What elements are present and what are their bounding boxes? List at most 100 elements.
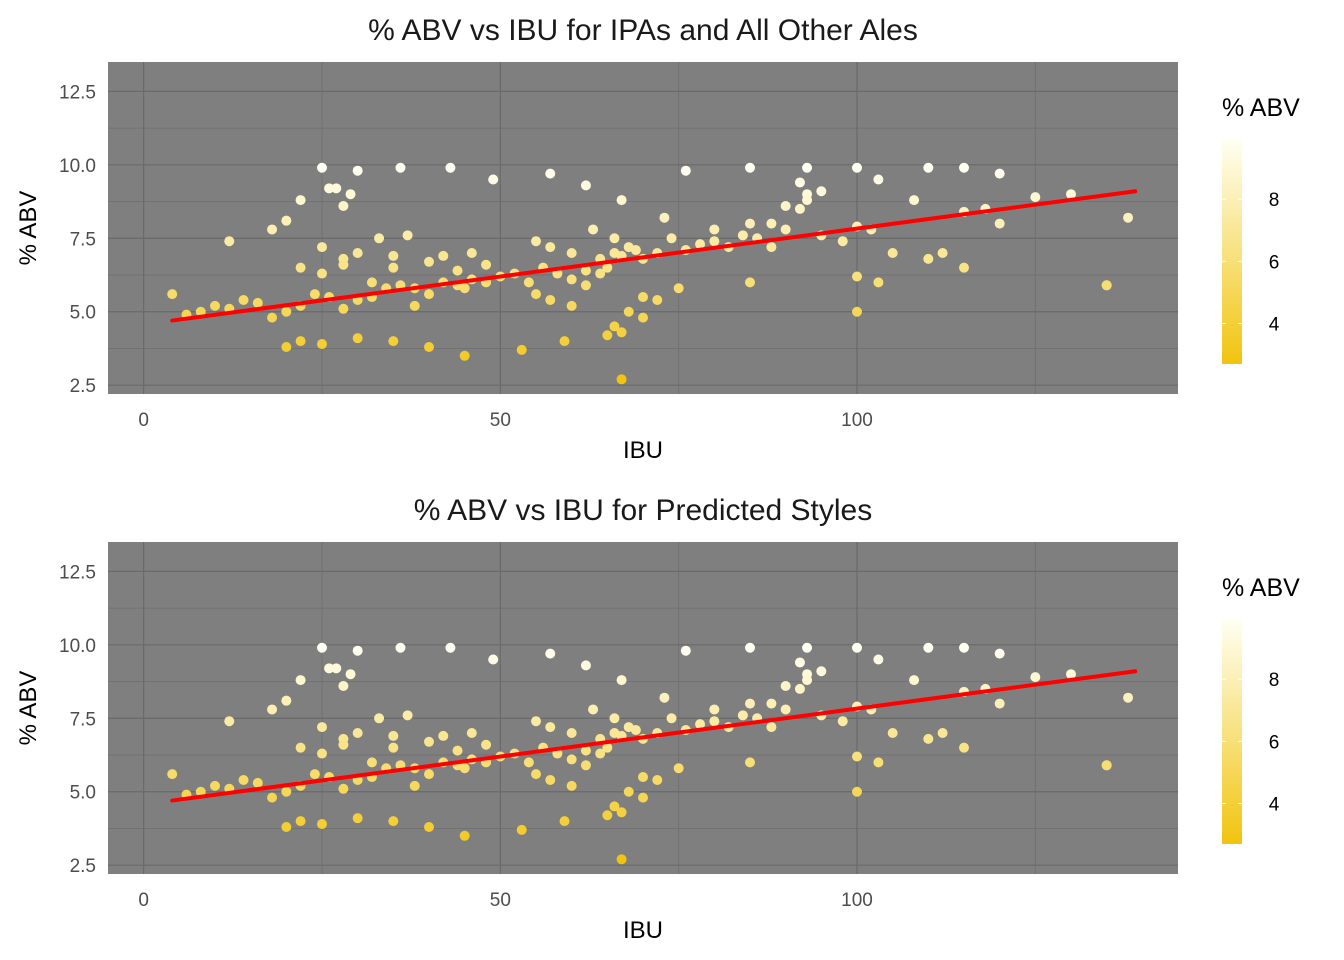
data-point	[802, 195, 813, 206]
data-point	[602, 330, 613, 341]
data-point	[580, 280, 591, 291]
data-point	[566, 727, 577, 738]
data-point	[695, 719, 706, 730]
data-point	[523, 757, 534, 768]
data-point	[766, 218, 777, 229]
y-tick-label: 12.5	[59, 82, 96, 103]
data-point	[545, 294, 556, 305]
data-point	[267, 704, 278, 715]
data-point	[1030, 192, 1041, 203]
data-point	[331, 663, 342, 674]
x-axis-title: IBU	[623, 437, 663, 464]
data-point	[816, 186, 827, 197]
data-point	[352, 727, 363, 738]
data-point	[566, 754, 577, 765]
data-point	[609, 233, 620, 244]
x-tick-label: 0	[138, 410, 149, 431]
legend-tick-label: 4	[1269, 795, 1280, 816]
y-tick-label: 12.5	[59, 562, 96, 583]
data-point	[488, 174, 499, 185]
data-point	[452, 265, 463, 276]
data-point	[745, 698, 755, 709]
x-tick-label: 100	[841, 410, 873, 431]
data-point	[887, 727, 898, 738]
data-point	[531, 289, 541, 300]
data-point	[566, 300, 577, 311]
data-point	[794, 657, 805, 668]
data-point	[523, 277, 534, 288]
y-axis-title: % ABV	[15, 671, 42, 746]
data-point	[745, 162, 755, 173]
data-point	[559, 816, 570, 827]
data-point	[345, 669, 356, 680]
data-point	[488, 654, 499, 665]
data-point	[923, 253, 934, 264]
legend-title: % ABV	[1222, 94, 1300, 122]
data-point	[1101, 760, 1112, 771]
data-point	[481, 739, 492, 750]
data-point	[424, 769, 434, 780]
data-point	[709, 236, 720, 247]
data-point	[959, 162, 969, 173]
data-point	[666, 713, 677, 724]
data-point	[374, 233, 385, 244]
data-point	[167, 289, 178, 300]
data-point	[602, 810, 613, 821]
data-point	[281, 786, 292, 797]
y-tick-label: 5.0	[70, 303, 96, 324]
x-axis-title: IBU	[623, 917, 663, 944]
legend-colorbar	[1222, 140, 1242, 364]
y-tick-label: 5.0	[70, 783, 96, 804]
data-point	[709, 224, 720, 235]
x-tick-label: 100	[841, 890, 873, 911]
data-point	[1030, 672, 1041, 683]
legend-tick-label: 6	[1269, 732, 1280, 753]
data-point	[638, 772, 648, 783]
data-point	[366, 757, 377, 768]
data-point	[388, 250, 399, 261]
data-point	[545, 774, 556, 785]
data-point	[794, 177, 805, 188]
data-point	[623, 786, 634, 797]
data-point	[852, 271, 862, 282]
data-point	[994, 648, 1005, 659]
data-point	[766, 242, 777, 253]
data-point	[659, 692, 670, 703]
data-point	[345, 189, 356, 200]
data-point	[167, 769, 178, 780]
data-point	[852, 786, 862, 797]
data-point	[802, 642, 813, 653]
data-point	[602, 742, 613, 753]
data-point	[545, 242, 556, 253]
data-point	[709, 716, 720, 727]
data-point	[780, 224, 791, 235]
data-point	[745, 757, 755, 768]
x-tick-label: 50	[490, 890, 511, 911]
data-point	[438, 730, 449, 741]
data-point	[588, 224, 599, 235]
data-point	[909, 195, 920, 206]
data-point	[595, 748, 606, 759]
data-point	[295, 336, 306, 347]
data-point	[281, 695, 292, 706]
data-point	[852, 306, 862, 317]
data-point	[680, 165, 691, 176]
data-point	[959, 642, 969, 653]
data-point	[238, 774, 249, 785]
data-point	[616, 195, 627, 206]
data-point	[516, 344, 527, 355]
data-point	[745, 277, 755, 288]
data-point	[338, 783, 349, 794]
data-point	[638, 792, 648, 803]
data-point	[959, 262, 969, 273]
data-point	[794, 683, 805, 694]
y-tick-label: 10.0	[59, 156, 96, 177]
data-point	[602, 262, 613, 273]
data-point	[1066, 189, 1076, 200]
data-point	[409, 780, 420, 791]
data-point	[352, 165, 363, 176]
data-point	[545, 168, 556, 179]
data-point	[317, 242, 327, 253]
data-point	[630, 725, 641, 736]
data-point	[317, 748, 327, 759]
